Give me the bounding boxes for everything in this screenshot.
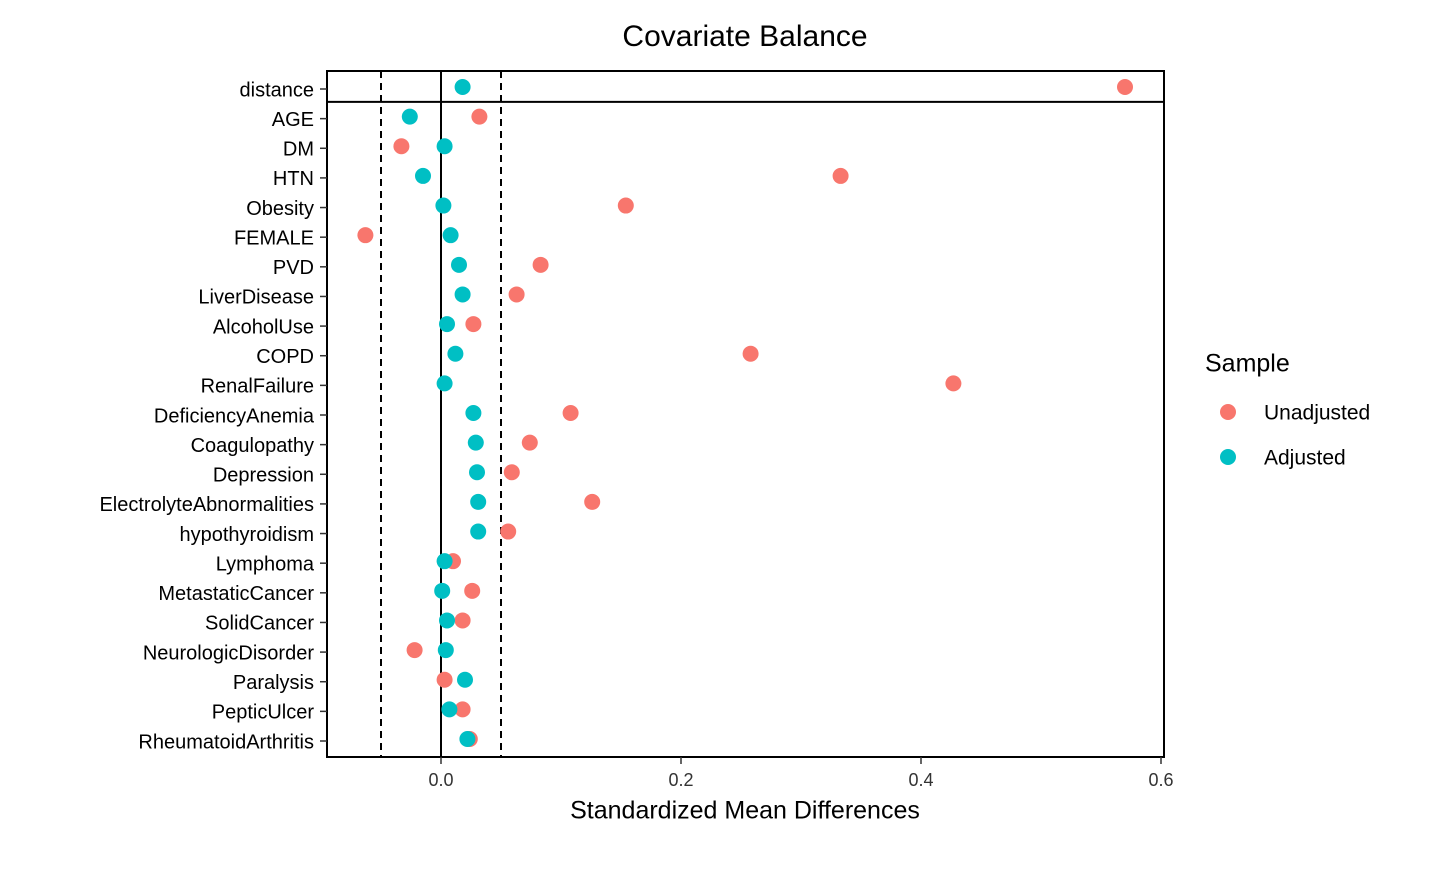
x-tick-label: 0.0	[428, 770, 453, 790]
y-tick-label: PepticUlcer	[212, 702, 315, 724]
point	[500, 523, 517, 540]
point	[617, 197, 634, 214]
point	[465, 316, 482, 333]
y-tick-label: Paralysis	[233, 672, 314, 694]
point	[439, 612, 455, 629]
legend-key	[1220, 449, 1236, 465]
y-tick-label: Depression	[213, 465, 314, 487]
point	[532, 256, 549, 273]
y-tick-label: LiverDisease	[198, 287, 314, 309]
legend-label: Unadjusted	[1264, 402, 1370, 425]
point	[459, 731, 476, 747]
point	[436, 375, 453, 392]
point	[945, 375, 962, 392]
y-tick-label: DeficiencyAnemia	[154, 405, 315, 427]
point	[470, 493, 487, 510]
point	[451, 256, 467, 273]
point	[469, 464, 485, 481]
y-tick-label: HTN	[273, 168, 314, 190]
x-tick-label: 0.4	[908, 770, 933, 790]
point	[436, 138, 453, 155]
y-tick-label: RenalFailure	[201, 376, 314, 398]
point	[457, 671, 473, 688]
point	[465, 405, 482, 421]
point	[454, 612, 471, 629]
plot-frame	[326, 70, 1165, 758]
point	[454, 79, 471, 95]
point	[436, 553, 453, 570]
y-tick-label: distance	[240, 79, 315, 101]
point	[441, 701, 458, 718]
legend-title: Sample	[1205, 350, 1290, 378]
y-tick-label: Lymphoma	[216, 553, 315, 575]
point	[401, 108, 418, 125]
y-tick-label: Coagulopathy	[191, 435, 314, 457]
point	[742, 345, 759, 362]
y-tick-label: Obesity	[246, 198, 314, 220]
point	[393, 138, 410, 155]
point	[503, 464, 520, 481]
point	[584, 493, 601, 510]
point	[832, 167, 849, 184]
y-tick-label: MetastaticCancer	[158, 583, 314, 605]
point	[454, 701, 471, 718]
y-tick-label: AlcoholUse	[213, 316, 314, 338]
point	[447, 345, 464, 362]
y-tick-label: hypothyroidism	[179, 524, 314, 546]
point	[435, 197, 452, 214]
x-axis-title: Standardized Mean Differences	[570, 797, 920, 825]
y-tick-label: ElectrolyteAbnormalities	[99, 494, 314, 516]
point	[521, 434, 538, 451]
x-tick-label: 0.2	[668, 770, 693, 790]
y-tick-label: PVD	[273, 257, 314, 279]
point	[357, 227, 374, 244]
point	[439, 316, 455, 333]
point	[437, 642, 454, 659]
point	[434, 582, 451, 599]
y-tick-label: DM	[283, 139, 314, 161]
point	[1117, 79, 1133, 95]
y-tick-label: NeurologicDisorder	[143, 642, 315, 664]
y-tick-label: AGE	[272, 109, 314, 131]
chart-title: Covariate Balance	[622, 20, 867, 53]
y-tick-label: SolidCancer	[205, 613, 314, 635]
point	[562, 405, 579, 421]
point	[436, 671, 453, 688]
point	[508, 286, 525, 303]
y-tick-label: RheumatoidArthritis	[138, 731, 314, 753]
point	[406, 642, 423, 659]
legend-key	[1220, 404, 1236, 420]
legend-label: Adjusted	[1264, 447, 1346, 470]
point	[467, 434, 484, 451]
point	[464, 582, 481, 599]
point	[415, 167, 431, 184]
point	[471, 108, 488, 125]
y-tick-label: COPD	[256, 346, 314, 368]
x-tick-label: 0.6	[1148, 770, 1173, 790]
y-tick-label: FEMALE	[234, 227, 314, 249]
point	[442, 227, 459, 244]
point	[454, 286, 471, 303]
point	[470, 523, 487, 540]
